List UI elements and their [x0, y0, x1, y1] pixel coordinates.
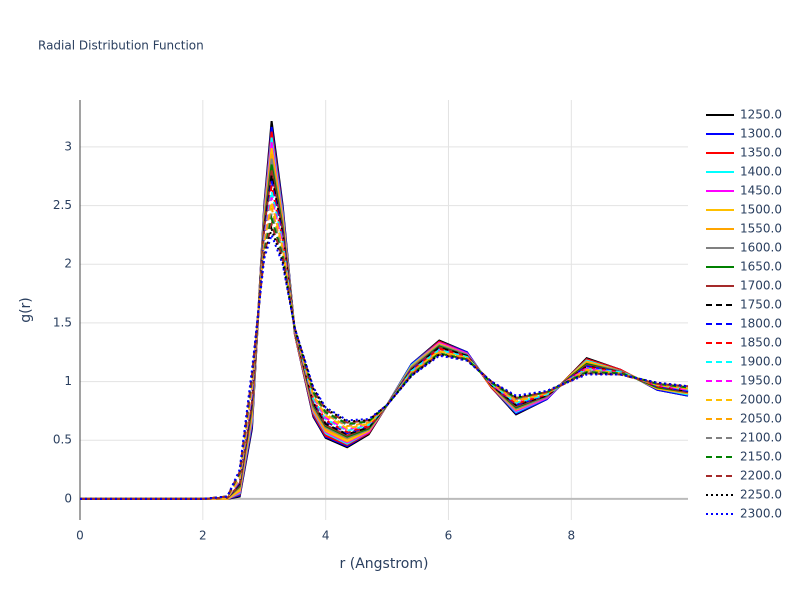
legend-label[interactable]: 1550.0: [740, 222, 782, 236]
legend-label[interactable]: 2200.0: [740, 469, 782, 483]
legend-label[interactable]: 1650.0: [740, 260, 782, 274]
legend-label[interactable]: 2000.0: [740, 393, 782, 407]
data-line: [80, 185, 689, 500]
legend-label[interactable]: 1350.0: [740, 146, 782, 160]
legend-label[interactable]: 1700.0: [740, 279, 782, 293]
legend-label[interactable]: 1750.0: [740, 298, 782, 312]
legend-label[interactable]: 1500.0: [740, 203, 782, 217]
legend-label[interactable]: 2250.0: [740, 488, 782, 502]
y-tick-label: 0: [64, 491, 72, 505]
legend-label[interactable]: 1400.0: [740, 165, 782, 179]
y-tick-label: 2.5: [53, 198, 72, 212]
legend-label[interactable]: 2100.0: [740, 431, 782, 445]
data-line: [80, 201, 689, 500]
legend-label[interactable]: 2150.0: [740, 450, 782, 464]
legend-label[interactable]: 2300.0: [740, 507, 782, 521]
legend-label[interactable]: 1250.0: [740, 108, 782, 122]
x-tick-label: 0: [76, 529, 84, 543]
legend-label[interactable]: 2050.0: [740, 412, 782, 426]
y-axis-title: g(r): [18, 297, 34, 323]
y-tick-label: 2: [64, 257, 72, 271]
legend-label[interactable]: 1800.0: [740, 317, 782, 331]
legend: 1250.0 1300.0 1350.0 1400.0 1450.0 1500.0 1550…: [706, 108, 782, 521]
y-tick-label: 3: [64, 139, 72, 153]
legend-label[interactable]: 1450.0: [740, 184, 782, 198]
legend-label[interactable]: 1600.0: [740, 241, 782, 255]
legend-label[interactable]: 1950.0: [740, 374, 782, 388]
x-tick-label: 6: [445, 529, 453, 543]
y-tick-label: 1.5: [53, 315, 72, 329]
y-tick-label: 1: [64, 374, 72, 388]
plot-area: [80, 120, 689, 500]
legend-label[interactable]: 1850.0: [740, 336, 782, 350]
data-line: [80, 231, 689, 500]
x-tick-label: 8: [567, 529, 575, 543]
x-tick-label: 4: [322, 529, 330, 543]
chart-title: Radial Distribution Function: [38, 39, 204, 53]
y-tick-label: 0.5: [53, 433, 72, 447]
x-tick-label: 2: [199, 529, 207, 543]
legend-label[interactable]: 1900.0: [740, 355, 782, 369]
data-line: [80, 191, 689, 500]
grid: 0 2 4 6 8 0 0.5 1 1.5 2 2.5 3: [53, 100, 688, 543]
data-line: [80, 126, 689, 500]
legend-label[interactable]: 1300.0: [740, 127, 782, 141]
x-axis-title: r (Angstrom): [340, 556, 429, 572]
